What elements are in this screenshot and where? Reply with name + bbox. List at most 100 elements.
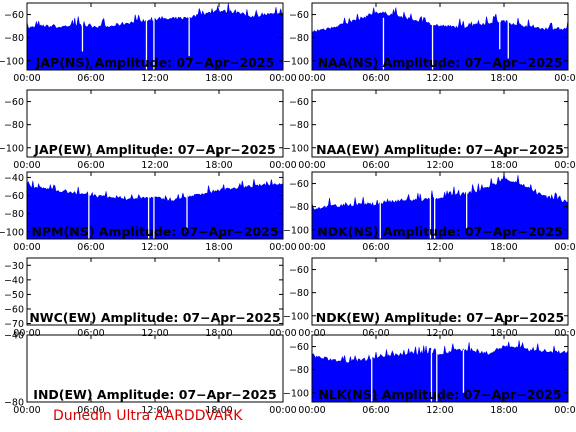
y-tick-label-0: −100 <box>283 143 309 154</box>
y-tick-label-0: −80 <box>4 398 24 409</box>
y-tick-label-0: −100 <box>0 56 24 67</box>
x-tick-label-2: 12:00 <box>426 405 453 416</box>
x-tick-label-3: 18:00 <box>490 328 517 339</box>
y-tick-label-4: −30 <box>4 261 24 272</box>
panel-title: NDK(EW) Amplitude: 07−Apr−2025 <box>316 310 564 325</box>
panel-5: −100 −80 −60 00:00 06:00 12:00 18:00 00:00 NDK(N… <box>283 171 576 253</box>
panel-title: NWC(EW) Amplitude: 07−Apr−2025 <box>29 310 280 325</box>
y-tick-label-1: −80 <box>289 288 309 299</box>
x-tick-label-0: 00:00 <box>13 405 40 416</box>
y-tick-label-0: −100 <box>283 225 309 236</box>
x-tick-label-3: 18:00 <box>205 73 232 84</box>
x-tick-label-2: 12:00 <box>141 405 168 416</box>
x-tick-label-4: 00:00 <box>554 328 576 339</box>
y-tick-label-0: −100 <box>0 143 24 154</box>
y-tick-label-2: −60 <box>289 97 309 108</box>
x-tick-label-4: 00:00 <box>554 242 576 253</box>
x-tick-label-3: 18:00 <box>205 405 232 416</box>
y-tick-label-3: −40 <box>4 173 24 184</box>
panel-0: −100 −80 −60 00:00 06:00 12:00 18:00 00:00 JAP(N… <box>0 2 297 84</box>
panel-title: NAA(EW) Amplitude: 07−Apr−2025 <box>316 142 564 157</box>
x-tick-label-0: 00:00 <box>298 73 325 84</box>
y-tick-label-3: −40 <box>4 275 24 286</box>
x-tick-label-4: 00:00 <box>269 73 296 84</box>
x-tick-label-1: 06:00 <box>362 328 389 339</box>
signal-area <box>26 2 284 71</box>
x-tick-label-4: 00:00 <box>554 73 576 84</box>
x-tick-label-2: 12:00 <box>141 328 168 339</box>
y-tick-label-0: −100 <box>283 56 309 67</box>
y-tick-label-2: −60 <box>289 265 309 276</box>
x-tick-label-1: 06:00 <box>362 405 389 416</box>
panel-title: NDK(NS) Amplitude: 07−Apr−2025 <box>317 224 563 239</box>
y-tick-label-1: −80 <box>289 120 309 131</box>
panel-7: −100 −80 −60 00:00 06:00 12:00 18:00 00:00 NDK(E… <box>283 257 576 339</box>
x-tick-label-0: 00:00 <box>13 73 40 84</box>
x-tick-label-0: 00:00 <box>13 328 40 339</box>
x-tick-label-1: 06:00 <box>77 73 104 84</box>
panel-2: −100 −80 −60 00:00 06:00 12:00 18:00 00:00 JAP(E… <box>0 89 297 171</box>
footer-credit: Dunedin Ultra AARDDVARK <box>53 408 243 424</box>
y-tick-label-2: −60 <box>289 179 309 190</box>
panel-4: −100 −80 −60 −40 00:00 06:00 12:00 18:00 00:00 NP… <box>0 171 297 253</box>
x-tick-label-4: 00:00 <box>554 405 576 416</box>
signal-area <box>26 178 284 240</box>
x-tick-label-2: 12:00 <box>426 242 453 253</box>
y-tick-label-0: −100 <box>283 388 309 399</box>
y-tick-label-2: −50 <box>4 290 24 301</box>
y-tick-label-0: −100 <box>283 311 309 322</box>
x-tick-label-0: 00:00 <box>298 242 325 253</box>
panel-9: −100 −80 −60 00:00 06:00 12:00 18:00 00:00 NLK(N… <box>283 334 576 416</box>
panel-title: NPM(NS) Amplitude: 07−Apr−2025 <box>31 224 278 239</box>
y-tick-label-0: −100 <box>0 227 24 238</box>
y-tick-label-1: −60 <box>4 304 24 315</box>
x-tick-label-4: 00:00 <box>554 160 576 171</box>
x-tick-label-2: 12:00 <box>141 242 168 253</box>
panel-title: JAP(EW) Amplitude: 07−Apr−2025 <box>33 142 275 157</box>
x-tick-label-3: 18:00 <box>490 242 517 253</box>
x-tick-label-1: 06:00 <box>362 73 389 84</box>
x-tick-label-4: 00:00 <box>269 405 296 416</box>
x-tick-label-3: 18:00 <box>205 242 232 253</box>
y-tick-label-1: −80 <box>4 209 24 220</box>
y-tick-label-2: −60 <box>4 191 24 202</box>
x-tick-label-1: 06:00 <box>77 242 104 253</box>
x-tick-label-1: 06:00 <box>77 405 104 416</box>
y-tick-label-1: −80 <box>289 202 309 213</box>
panel-3: −100 −80 −60 00:00 06:00 12:00 18:00 00:00 NAA(E… <box>283 89 576 171</box>
y-tick-label-0: −70 <box>4 319 24 330</box>
x-tick-label-1: 06:00 <box>77 328 104 339</box>
y-tick-label-2: −60 <box>289 342 309 353</box>
x-tick-label-2: 12:00 <box>426 73 453 84</box>
x-tick-label-0: 00:00 <box>13 242 40 253</box>
x-tick-label-2: 12:00 <box>141 160 168 171</box>
panel-6: −70 −60 −50 −40 −30 00:00 06:00 12:00 18:00 00:00… <box>4 257 297 339</box>
panel-title: IND(EW) Amplitude: 07−Apr−2025 <box>33 387 276 402</box>
x-tick-label-2: 12:00 <box>141 73 168 84</box>
signal-area <box>311 340 569 403</box>
y-tick-label-1: −80 <box>289 365 309 376</box>
x-tick-label-0: 00:00 <box>298 328 325 339</box>
y-tick-label-1: −80 <box>4 120 24 131</box>
signal-area <box>311 174 569 240</box>
y-tick-label-2: −60 <box>4 10 24 21</box>
y-tick-label-1: −80 <box>289 33 309 44</box>
x-tick-label-1: 06:00 <box>362 160 389 171</box>
x-tick-label-3: 18:00 <box>490 160 517 171</box>
x-tick-label-3: 18:00 <box>490 405 517 416</box>
x-tick-label-3: 18:00 <box>205 328 232 339</box>
panel-title: NLK(NS) Amplitude: 07−Apr−2025 <box>318 387 561 402</box>
x-tick-label-3: 18:00 <box>490 73 517 84</box>
x-tick-label-3: 18:00 <box>205 160 232 171</box>
x-tick-label-4: 00:00 <box>269 160 296 171</box>
signal-area <box>311 7 569 71</box>
x-tick-label-1: 06:00 <box>77 160 104 171</box>
panel-title: JAP(NS) Amplitude: 07−Apr−2025 <box>35 55 275 70</box>
y-tick-label-2: −60 <box>4 97 24 108</box>
x-tick-label-4: 00:00 <box>269 242 296 253</box>
x-tick-label-2: 12:00 <box>426 160 453 171</box>
y-tick-label-1: −80 <box>4 33 24 44</box>
x-tick-label-4: 00:00 <box>269 328 296 339</box>
